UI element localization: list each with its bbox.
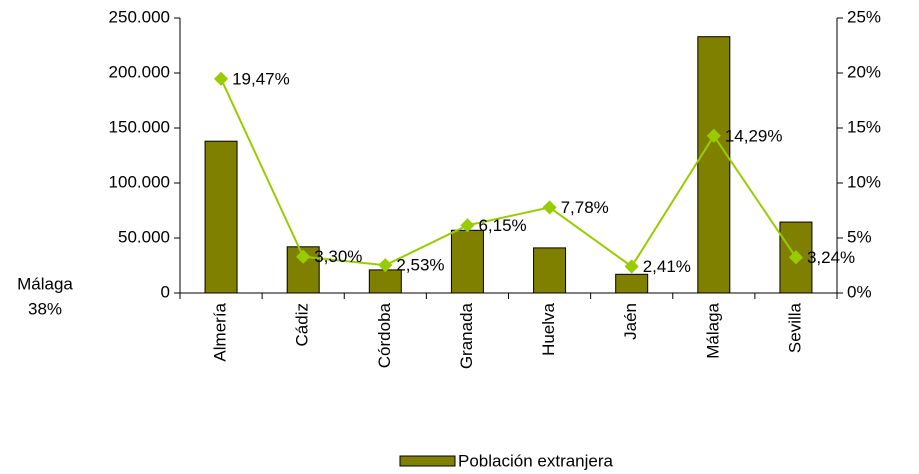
x-tick-label: Jaén [621, 303, 640, 340]
y-tick-label: 200.000 [109, 62, 170, 81]
data-label: 2,53% [396, 256, 444, 275]
data-label: 19,47% [232, 69, 290, 88]
data-label: 2,41% [643, 257, 691, 276]
bar [697, 36, 731, 294]
x-tick-label: Granada [457, 302, 476, 369]
point [378, 258, 393, 273]
x-tick-label: Cádiz [293, 303, 312, 346]
y-tick-label: 100.000 [109, 172, 170, 191]
y-tick-label: 150.000 [109, 117, 170, 136]
bar [615, 273, 649, 294]
point [296, 249, 311, 264]
data-label: 14,29% [725, 126, 783, 145]
data-label: 7,78% [561, 198, 609, 217]
y-tick-label: 250.000 [109, 7, 170, 26]
data-label: 3,24% [807, 248, 855, 267]
data-label: 6,15% [478, 216, 526, 235]
x-tick-label: Almería [211, 302, 230, 361]
legend-swatch [399, 455, 456, 467]
x-tick-label: Córdoba [375, 302, 394, 368]
y2-tick-label: 10% [847, 172, 881, 191]
point [788, 250, 804, 265]
y2-tick-label: 0% [847, 282, 872, 301]
point [213, 71, 229, 86]
data-label: 3,30% [314, 247, 362, 266]
bar [533, 247, 567, 294]
annotation: Málaga [17, 274, 73, 293]
legend-label: Población extranjera [458, 451, 614, 470]
line [220, 78, 797, 268]
y-tick-label: 50.000 [118, 227, 170, 246]
bar [450, 229, 484, 294]
point [624, 259, 639, 274]
y2-tick-label: 25% [847, 7, 881, 26]
y2-tick-label: 20% [847, 62, 881, 81]
y2-tick-label: 15% [847, 117, 881, 136]
point [706, 128, 721, 143]
y2-tick-label: 5% [847, 227, 872, 246]
point [460, 218, 475, 233]
annotation: 38% [28, 299, 62, 318]
point [542, 200, 557, 215]
bar [204, 140, 238, 294]
x-tick-label: Málaga [703, 302, 722, 358]
x-tick-label: Sevilla [785, 302, 804, 353]
x-tick-label: Huelva [539, 302, 558, 355]
y-tick-label: 0 [161, 282, 170, 301]
